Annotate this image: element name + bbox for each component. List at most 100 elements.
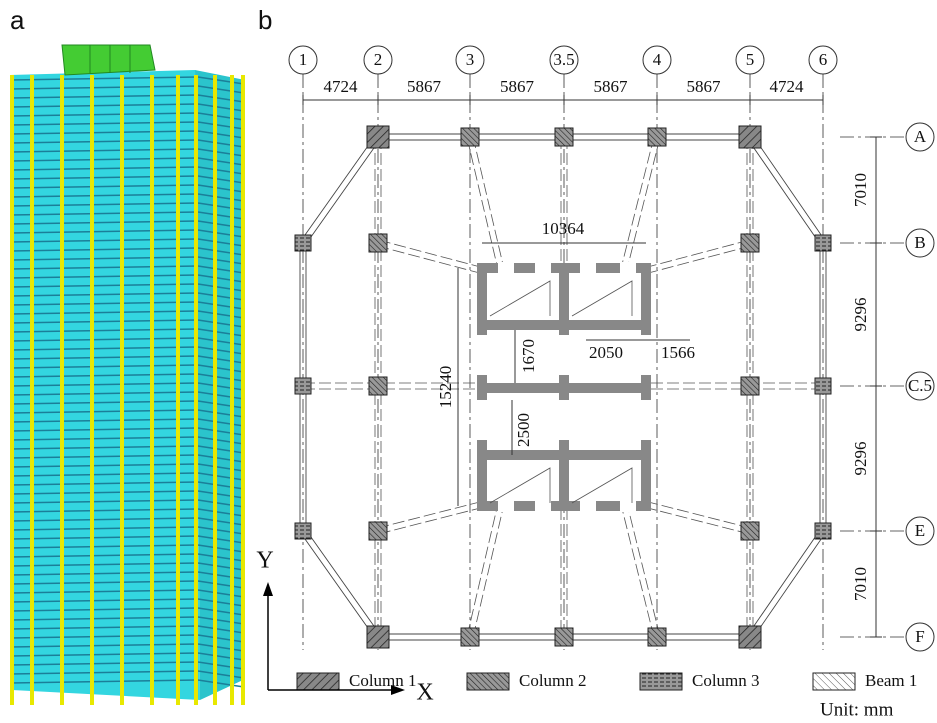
figure: a b 1233.5456ABC.5EF47245867586758675867… <box>0 0 937 723</box>
column <box>295 523 311 539</box>
dimension: 2050 <box>589 343 623 362</box>
axis-label: 6 <box>819 50 828 69</box>
opening <box>620 500 636 512</box>
column <box>739 626 761 648</box>
column <box>369 522 387 540</box>
opening <box>476 335 488 375</box>
floor-plan: 1233.5456ABC.5EF472458675867586758674724… <box>256 46 934 720</box>
opening <box>580 262 596 274</box>
axis-label: 1 <box>299 50 308 69</box>
beam <box>649 502 751 528</box>
arrowhead <box>263 582 273 596</box>
opening <box>558 335 570 375</box>
column <box>555 128 573 146</box>
column <box>648 128 666 146</box>
axis-label: A <box>914 127 927 146</box>
column <box>461 628 479 646</box>
panel-label: a <box>10 5 25 35</box>
legend-swatch <box>467 673 509 690</box>
axis-label: C.5 <box>908 376 932 395</box>
beam <box>305 529 380 635</box>
column <box>369 377 387 395</box>
opening <box>620 262 636 274</box>
axis-label: F <box>915 627 924 646</box>
column <box>741 522 759 540</box>
legend-swatch <box>297 673 339 690</box>
column <box>367 626 389 648</box>
column <box>815 523 831 539</box>
column <box>741 234 759 252</box>
beam <box>301 135 376 241</box>
beam <box>752 533 825 639</box>
opening <box>476 400 488 440</box>
stair <box>490 468 550 503</box>
legend-label: Beam 1 <box>865 671 917 690</box>
beam <box>379 240 481 267</box>
axis-name: Y <box>256 548 273 574</box>
column <box>295 235 311 251</box>
column <box>367 126 389 148</box>
dimension: 15240 <box>436 366 455 409</box>
dimension: 7010 <box>851 567 870 601</box>
opening <box>640 335 652 375</box>
dimension: 7010 <box>851 173 870 207</box>
beam <box>473 509 503 638</box>
opening <box>580 500 596 512</box>
unit-note: Unit: mm <box>820 699 894 720</box>
dimension: 9296 <box>851 442 870 476</box>
axis-label: B <box>914 233 925 252</box>
beam <box>628 507 660 636</box>
roof-box <box>62 45 155 75</box>
beam <box>748 139 821 245</box>
axis-label: 3 <box>466 50 475 69</box>
axis-name: X <box>416 680 433 706</box>
column <box>295 378 311 394</box>
column <box>369 234 387 252</box>
beam <box>752 135 825 241</box>
column <box>555 628 573 646</box>
beam <box>301 533 376 639</box>
dimension: 5867 <box>407 77 442 96</box>
beam <box>377 502 479 528</box>
dimension: 1670 <box>519 339 538 373</box>
beam <box>649 246 751 273</box>
dimension: 1566 <box>661 343 695 362</box>
legend-swatch <box>640 673 682 690</box>
opening <box>535 500 551 512</box>
opening <box>558 400 570 440</box>
column <box>739 126 761 148</box>
axis-label: 2 <box>374 50 383 69</box>
stair <box>572 468 632 503</box>
opening <box>535 262 551 274</box>
column <box>648 628 666 646</box>
column <box>461 128 479 146</box>
legend-label: Column 3 <box>692 671 760 690</box>
axis-label: 5 <box>746 50 755 69</box>
dimension: 2500 <box>514 413 533 447</box>
panel-label: b <box>258 5 272 35</box>
building-render <box>10 45 245 705</box>
dimension: 4724 <box>324 77 359 96</box>
column <box>741 377 759 395</box>
beam <box>379 508 481 534</box>
beam <box>305 139 380 245</box>
stair <box>490 281 550 316</box>
beam <box>647 240 749 267</box>
opening <box>498 262 514 274</box>
stair <box>572 281 632 316</box>
beam <box>647 508 749 534</box>
dimension: 4724 <box>770 77 805 96</box>
opening <box>640 400 652 440</box>
legend-label: Column 2 <box>519 671 587 690</box>
legend-swatch <box>813 673 855 690</box>
legend-label: Column 1 <box>349 671 417 690</box>
dimension: 9296 <box>851 298 870 332</box>
column <box>815 235 831 251</box>
axis-label: 3.5 <box>553 50 574 69</box>
opening <box>498 500 514 512</box>
dimension: 5867 <box>500 77 535 96</box>
beam <box>748 529 821 635</box>
beam <box>467 507 497 636</box>
axis-label: E <box>915 521 925 540</box>
dimension: 5867 <box>594 77 629 96</box>
